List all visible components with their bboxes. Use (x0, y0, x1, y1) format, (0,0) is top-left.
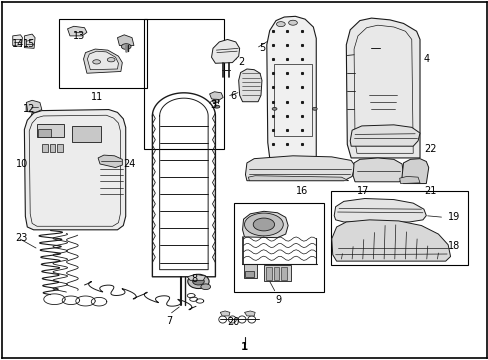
Polygon shape (187, 274, 205, 280)
Text: 5: 5 (259, 43, 265, 53)
Text: 17: 17 (356, 186, 369, 197)
Text: 6: 6 (229, 91, 236, 102)
Text: 10: 10 (16, 159, 28, 169)
Text: 1: 1 (241, 342, 247, 351)
Bar (144, 19, 224, 149)
Text: 22: 22 (423, 144, 435, 154)
Ellipse shape (93, 60, 101, 64)
Ellipse shape (121, 44, 131, 49)
Polygon shape (24, 34, 35, 48)
Bar (57, 144, 63, 152)
Polygon shape (346, 18, 419, 158)
Bar (273, 64, 312, 135)
Text: 3: 3 (210, 100, 216, 110)
Ellipse shape (192, 278, 204, 285)
Polygon shape (331, 220, 449, 261)
Bar (273, 267, 279, 280)
Ellipse shape (312, 107, 317, 110)
Bar (42, 144, 47, 152)
Polygon shape (244, 311, 255, 316)
Polygon shape (266, 16, 316, 158)
Text: 20: 20 (227, 317, 240, 327)
Bar (59, 19, 146, 88)
Polygon shape (83, 49, 122, 73)
Ellipse shape (187, 274, 209, 288)
Bar (330, 192, 468, 265)
Text: 23: 23 (16, 233, 28, 243)
Text: 18: 18 (447, 241, 459, 251)
Text: 11: 11 (91, 92, 103, 102)
Bar (245, 271, 254, 277)
Polygon shape (87, 51, 118, 70)
Polygon shape (242, 211, 287, 238)
Text: 24: 24 (123, 159, 135, 168)
Text: 21: 21 (423, 186, 435, 197)
Text: 4: 4 (423, 54, 429, 64)
Ellipse shape (212, 99, 219, 103)
Bar (233, 203, 324, 292)
Bar (264, 265, 290, 282)
Polygon shape (24, 109, 125, 230)
Bar (49, 144, 55, 152)
Bar (39, 130, 50, 136)
Text: 8: 8 (191, 274, 197, 284)
Polygon shape (67, 26, 87, 36)
Ellipse shape (107, 58, 115, 62)
Bar (281, 267, 286, 280)
Polygon shape (238, 69, 262, 102)
Bar (243, 264, 257, 278)
Polygon shape (248, 176, 348, 181)
Ellipse shape (272, 107, 276, 110)
Text: 14: 14 (12, 39, 24, 49)
Polygon shape (26, 100, 42, 112)
Text: 12: 12 (23, 104, 36, 114)
Bar (37, 124, 63, 137)
Ellipse shape (201, 284, 210, 289)
Ellipse shape (253, 218, 274, 231)
Text: 15: 15 (23, 39, 36, 49)
Text: 13: 13 (72, 31, 84, 41)
Polygon shape (220, 311, 229, 316)
Polygon shape (333, 198, 426, 222)
Polygon shape (117, 35, 134, 45)
Polygon shape (31, 112, 42, 117)
Polygon shape (401, 159, 428, 184)
Ellipse shape (288, 20, 297, 25)
Polygon shape (352, 158, 403, 182)
Bar (72, 126, 102, 141)
Bar (265, 267, 271, 280)
Polygon shape (349, 125, 419, 146)
Text: 9: 9 (275, 294, 281, 305)
Polygon shape (13, 35, 22, 46)
Text: 16: 16 (295, 186, 307, 197)
Polygon shape (245, 156, 354, 181)
Polygon shape (209, 92, 223, 100)
Polygon shape (98, 155, 122, 167)
Polygon shape (399, 176, 419, 184)
Ellipse shape (214, 105, 219, 108)
Text: 19: 19 (447, 212, 459, 222)
Polygon shape (211, 40, 239, 63)
Text: 2: 2 (238, 57, 244, 67)
Text: 7: 7 (166, 316, 172, 326)
Ellipse shape (244, 213, 283, 236)
Ellipse shape (276, 22, 285, 27)
